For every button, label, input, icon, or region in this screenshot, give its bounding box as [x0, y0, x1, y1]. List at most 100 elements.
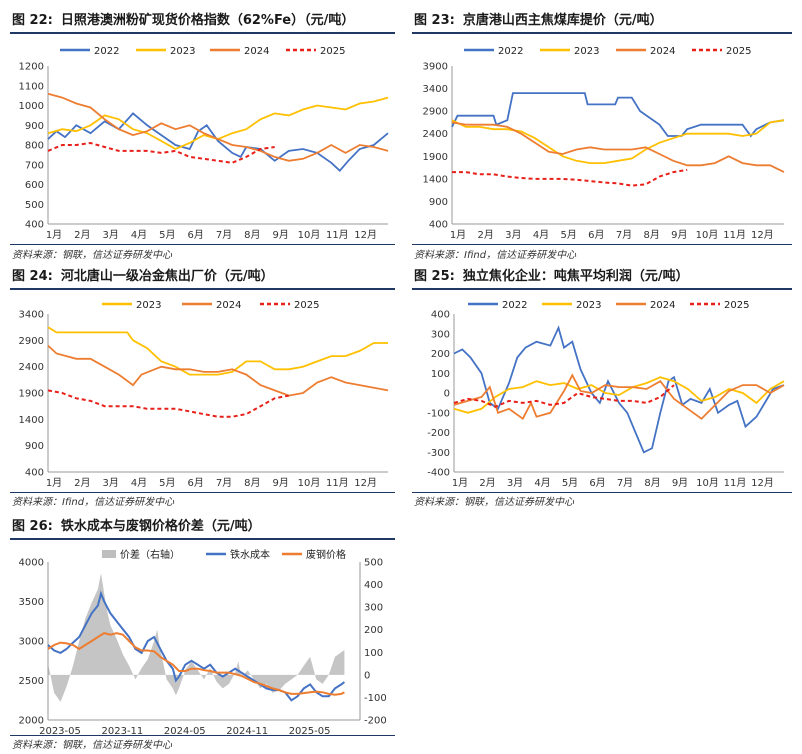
x-tick-label: 1月	[46, 477, 62, 489]
y-tick-label: 1200	[19, 62, 44, 73]
legend-label-2024: 2024	[650, 46, 675, 57]
legend-label-2022: 2022	[502, 300, 527, 311]
x-tick-label: 2025-05	[289, 726, 331, 736]
x-tick-label: 2月	[477, 229, 493, 241]
y-tick-label: 1000	[19, 101, 44, 112]
y-tick-label: 800	[25, 141, 44, 152]
y-tick-label: -200	[427, 428, 450, 439]
y-tick-label: 200	[431, 349, 450, 360]
x-tick-label: 8月	[244, 229, 260, 241]
y-tick-label: 400	[25, 220, 44, 231]
y-tick-label: 2400	[423, 129, 448, 140]
series-line-废钢价格	[47, 632, 345, 696]
panel-fig24: 图 24: 河北唐山一级冶金焦出厂价（元/吨） 400 900 1400 1900 240…	[10, 264, 395, 514]
x-tick-label: 12月	[354, 477, 377, 489]
x-tick-label: 4月	[131, 477, 147, 489]
y-tick-label: 2400	[19, 362, 44, 373]
series-line-2024	[47, 344, 389, 397]
legend-label-2022: 2022	[498, 46, 523, 57]
x-tick-label: 9月	[671, 229, 687, 241]
y-tick-label: 900	[429, 197, 448, 208]
chart-fig26: 2000 2500 3000 3500 4000 -200 -100 0 100 200 300 40…	[19, 548, 387, 736]
fig22-source: 资料来源：钢联，信达证券研发中心	[12, 250, 172, 261]
y2-tick-label: 400	[364, 580, 383, 591]
x-tick-label: 7月	[216, 229, 232, 241]
y-tick-label: 300	[431, 329, 450, 340]
x-tick-label: 3月	[102, 477, 118, 489]
x-tick-label: 9月	[672, 477, 688, 489]
fig26-source: 资料来源：钢联，信达证券研发中心	[12, 740, 172, 751]
fig22-title-text: 日照港澳洲粉矿现货价格指数（62%Fe）（元/吨）	[60, 13, 355, 28]
y-tick-label: 3900	[423, 62, 448, 73]
fig22-source-rule	[10, 244, 395, 245]
y-tick-label: 1400	[423, 174, 448, 185]
series-line-2023	[451, 119, 785, 164]
legend-label-2024: 2024	[244, 46, 269, 57]
y-tick-label: 2000	[19, 716, 44, 727]
x-tick-label: 11月	[723, 229, 746, 241]
x-tick-label: 11月	[326, 477, 349, 489]
x-tick-label: 9月	[272, 477, 288, 489]
legend-label-2025: 2025	[320, 46, 345, 57]
y-tick-label: 1900	[19, 389, 44, 400]
x-tick-label: 2月	[74, 229, 90, 241]
series-line-2022	[47, 112, 389, 172]
series-line-2022	[453, 325, 785, 454]
fig23-title-text: 京唐港山西主焦煤库提价（元/吨）	[462, 13, 663, 28]
legend-label-2025: 2025	[724, 300, 749, 311]
fig25-source-rule	[412, 492, 792, 493]
fig26-number: 图 26:	[12, 519, 53, 534]
y-tick-label: 400	[25, 468, 44, 479]
legend-label-废钢价格: 废钢价格	[306, 548, 346, 561]
x-tick-label: 1月	[450, 229, 466, 241]
x-tick-label: 12月	[354, 229, 377, 241]
y-tick-label: 1100	[19, 81, 44, 92]
x-tick-label: 6月	[187, 229, 203, 241]
y-tick-label: 1900	[423, 152, 448, 163]
y-tick-label: 2900	[423, 107, 448, 118]
x-tick-label: 7月	[616, 229, 632, 241]
y-tick-label: 500	[25, 200, 44, 211]
series-line-2023	[47, 326, 388, 376]
x-tick-label: 3月	[102, 229, 118, 241]
y2-tick-label: -200	[364, 716, 387, 727]
fig26-source-rule	[10, 735, 395, 736]
x-tick-label: 6月	[588, 229, 604, 241]
fig23-number: 图 23:	[414, 13, 455, 28]
panel-fig23: 图 23: 京唐港山西主焦煤库提价（元/吨） 400 900 1400 1900 2400…	[412, 8, 792, 266]
y-tick-label: 3000	[19, 637, 44, 648]
x-tick-label: 5月	[562, 477, 578, 489]
series-line-2025	[453, 384, 675, 408]
legend-label-2024: 2024	[216, 300, 241, 311]
y2-tick-label: -100	[364, 693, 387, 704]
y2-tick-label: 500	[364, 558, 383, 569]
chart-fig25: -400 -300 -200 -100 0 100 200 300 400 1月 2月 3月 4月 5月 6…	[427, 300, 785, 489]
x-tick-label: 5月	[159, 477, 175, 489]
x-tick-label: 10月	[298, 229, 321, 241]
y-tick-label: 0	[444, 389, 450, 400]
series-line-2025	[452, 168, 688, 187]
fig25-title: 图 25: 独立焦化企业：吨焦平均利润（元/吨）	[412, 264, 792, 290]
y2-tick-label: 300	[364, 603, 383, 614]
y-tick-label: 1400	[19, 415, 44, 426]
fig25-number: 图 25:	[414, 269, 455, 284]
y2-tick-label: 100	[364, 648, 383, 659]
panel-fig26: 图 26: 铁水成本与废钢价格价差（元/吨） 2000 2500 3000 3500 40…	[10, 514, 395, 751]
x-tick-label: 3月	[505, 229, 521, 241]
y-tick-label: -400	[427, 468, 450, 479]
legend-label-铁水成本: 铁水成本	[230, 548, 270, 561]
fig24-number: 图 24:	[12, 269, 53, 284]
y-tick-label: 600	[25, 180, 44, 191]
legend-label-2023: 2023	[574, 46, 599, 57]
fig24-source-rule	[10, 492, 395, 493]
y-tick-label: 900	[25, 441, 44, 452]
panel-fig22: 图 22: 日照港澳洲粉矿现货价格指数（62%Fe）（元/吨） 400 500 600…	[10, 8, 395, 266]
legend-label-2025: 2025	[726, 46, 751, 57]
y-tick-label: 900	[25, 121, 44, 132]
y-tick-label: 700	[25, 160, 44, 171]
x-tick-label: 5月	[560, 229, 576, 241]
x-tick-label: 2023-05	[39, 726, 81, 736]
y-tick-label: 2900	[19, 336, 44, 347]
legend-label-2023: 2023	[170, 46, 195, 57]
x-tick-label: 8月	[644, 477, 660, 489]
